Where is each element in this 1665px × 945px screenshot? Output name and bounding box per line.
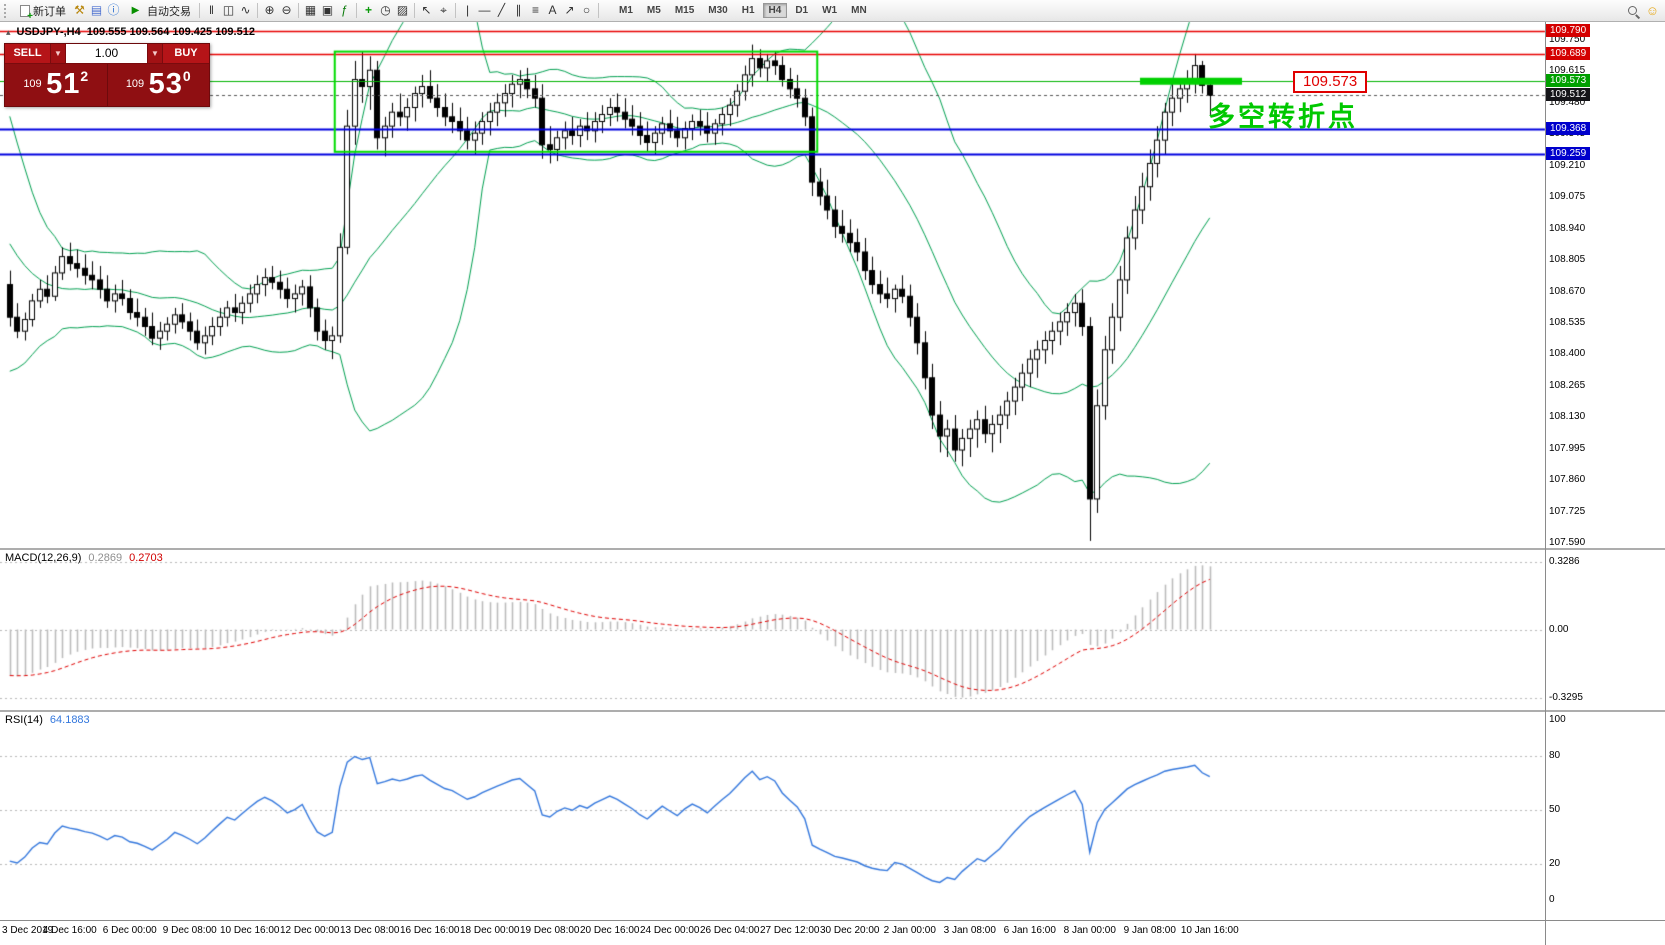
bid-big-digits: 51: [46, 68, 81, 100]
arrow-tool-icon[interactable]: ↗: [564, 3, 575, 17]
bar-chart-icon[interactable]: ‖: [209, 3, 214, 17]
timeframe-button-h1[interactable]: H1: [741, 5, 755, 16]
chart-title: ▴ USDJPY-,H4 109.555 109.564 109.425 109…: [6, 26, 255, 38]
ask-big-digits: 53: [148, 68, 183, 100]
timeframe-toolbar: M1 M5 M15 M30 H1 H4 D1 W1 MN: [612, 3, 874, 18]
community-icon[interactable]: ☺: [1645, 3, 1659, 18]
price-axis-separator: [1545, 22, 1546, 945]
macd-panel-splitter[interactable]: [0, 548, 1665, 550]
horizontal-line-icon[interactable]: —: [478, 3, 491, 17]
ask-prefix: 109: [125, 78, 145, 90]
timeframe-button-h4[interactable]: H4: [762, 3, 788, 18]
templates-icon[interactable]: ▨: [396, 3, 409, 17]
fibonacci-icon[interactable]: ≡: [531, 3, 539, 17]
rsi-value: 64.1883: [49, 714, 90, 726]
toolbar-separator: [356, 3, 357, 18]
macd-header: MACD(12,26,9) 0.2869 0.2703: [5, 552, 163, 564]
macd-main-value: 0.2869: [88, 552, 123, 564]
toolbar-separator: [414, 3, 415, 18]
autotrading-play-icon: ▶: [131, 5, 140, 16]
ask-pip-digit: 0: [182, 68, 191, 84]
annotation-text[interactable]: 多空转折点: [1208, 102, 1358, 132]
search-icon[interactable]: [1626, 4, 1640, 18]
timeframe-button-m5[interactable]: M5: [646, 5, 661, 16]
candlestick-chart-icon[interactable]: ◫: [222, 3, 235, 17]
timeframe-button-m1[interactable]: M1: [619, 5, 633, 16]
new-chart-icon[interactable]: +: [364, 3, 372, 17]
indicators-list-icon[interactable]: ƒ: [341, 3, 348, 17]
rsi-panel-splitter[interactable]: [0, 710, 1665, 712]
time-axis[interactable]: [0, 921, 1545, 945]
vertical-line-icon[interactable]: |: [465, 3, 470, 17]
toolbar-separator: [257, 3, 258, 18]
rsi-header: RSI(14) 64.1883: [5, 714, 90, 726]
line-chart-icon[interactable]: ∿: [240, 3, 251, 17]
chart-ohlc-values: 109.555 109.564 109.425 109.512: [86, 26, 255, 38]
toolbar: 新订单 ⚒▤ⓘ ▶ 自动交易 ‖◫∿⊕⊖▦▣ƒ+◷▨↖⌖|—╱∥≡A↗○ M1M…: [0, 0, 1665, 22]
zoom-in-icon[interactable]: ⊕: [264, 3, 275, 17]
new-order-label: 新订单: [33, 5, 66, 18]
bid-price[interactable]: 109 512: [5, 64, 107, 106]
timeframe-button-w1[interactable]: W1: [822, 5, 838, 16]
volume-input[interactable]: 1.00: [66, 44, 148, 63]
sell-dropdown[interactable]: ▼: [51, 44, 66, 63]
info-icon[interactable]: ⓘ: [107, 3, 120, 17]
price-divider: [106, 64, 108, 106]
timeframe-button-d1[interactable]: D1: [795, 5, 809, 16]
volume-dropdown[interactable]: ▼: [148, 44, 163, 63]
shapes-icon[interactable]: ○: [582, 3, 591, 17]
new-order-button[interactable]: 新订单: [15, 1, 71, 22]
channel-icon[interactable]: ∥: [515, 3, 522, 17]
price-callout-label[interactable]: 109.573: [1293, 71, 1368, 93]
tile-windows-icon[interactable]: ▦: [304, 3, 317, 17]
time-axis-separator: [0, 920, 1665, 921]
macd-signal-value: 0.2703: [129, 552, 163, 564]
sell-button[interactable]: SELL: [5, 44, 51, 63]
toolbar-separator: [455, 3, 456, 18]
bid-pip-digit: 2: [80, 68, 89, 84]
zoom-out-icon[interactable]: ⊖: [281, 3, 292, 17]
trendline-icon[interactable]: ╱: [497, 3, 506, 17]
metaeditor-icon[interactable]: ⚒: [74, 3, 85, 17]
one-click-trading-panel: SELL ▼ 1.00 ▼ BUY 109 512 109 530: [4, 43, 210, 107]
rsi-label: RSI(14): [5, 714, 43, 726]
text-label-icon[interactable]: A: [548, 3, 557, 17]
timeframe-button-m15[interactable]: M15: [674, 5, 695, 16]
price-axis[interactable]: [1546, 22, 1665, 920]
chart-symbol-period: USDJPY-,H4: [16, 26, 81, 38]
crosshair-icon[interactable]: ⌖: [440, 3, 447, 17]
cascade-windows-icon[interactable]: ▣: [321, 3, 334, 17]
cursor-icon[interactable]: ↖: [421, 3, 432, 17]
periods-icon[interactable]: ◷: [380, 3, 391, 17]
bid-prefix: 109: [23, 78, 42, 90]
autotrading-label: 自动交易: [147, 5, 191, 18]
chart-symbol-icon: ▴: [6, 26, 11, 37]
buy-button[interactable]: BUY: [163, 44, 209, 63]
toolbar-separator: [598, 3, 599, 18]
timeframe-button-m30[interactable]: M30: [708, 5, 728, 16]
toolbar-grip[interactable]: [4, 3, 11, 18]
new-order-icon: [20, 4, 33, 22]
ask-price[interactable]: 109 530: [108, 64, 210, 106]
timeframe-button-mn[interactable]: MN: [851, 5, 867, 16]
charts-grid-icon[interactable]: ▤: [90, 3, 103, 17]
macd-label: MACD(12,26,9): [5, 552, 82, 564]
autotrading-button[interactable]: ▶ 自动交易: [122, 0, 196, 21]
toolbar-separator: [298, 3, 299, 18]
toolbar-separator: [199, 3, 200, 18]
